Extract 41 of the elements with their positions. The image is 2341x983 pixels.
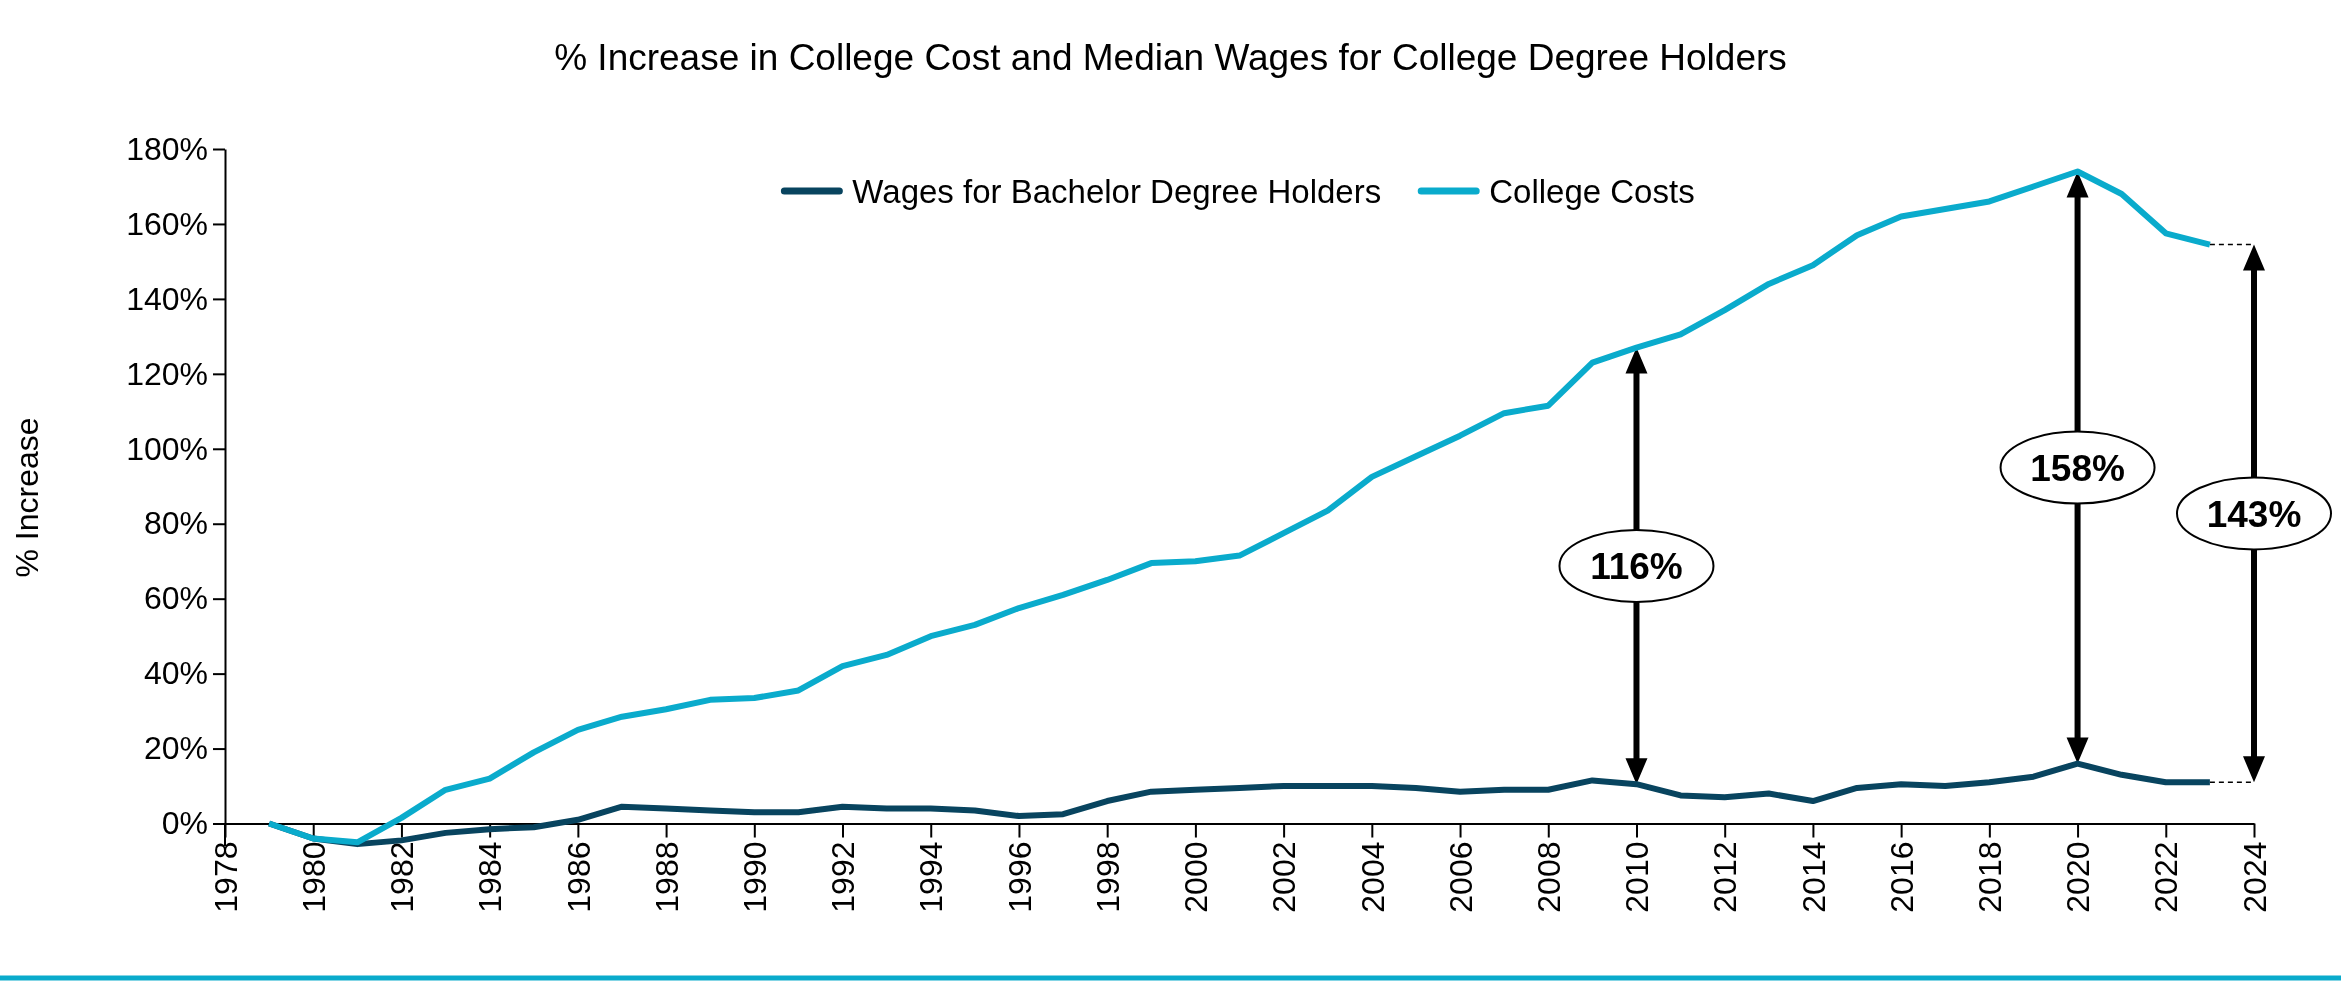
x-tick-label: 1986 (560, 841, 597, 913)
y-tick-label: 40% (143, 655, 208, 692)
x-tick-label: 2014 (1795, 841, 1832, 913)
annotation: 158% (2030, 447, 2125, 489)
y-axis-title: % Increase (9, 417, 45, 578)
y-tick-label: 140% (126, 280, 208, 317)
legend-label: College Costs (1489, 172, 1695, 210)
y-tick-label: 120% (126, 355, 208, 392)
x-tick-label: 2008 (1530, 841, 1567, 913)
x-tick-label: 2004 (1354, 841, 1391, 913)
x-tick-label: 1988 (648, 841, 685, 913)
x-tick-label: 1980 (295, 841, 332, 913)
x-tick-label: 1990 (737, 841, 773, 913)
annotation: 143% (2206, 493, 2302, 535)
x-tick-label: 2012 (1707, 841, 1744, 913)
y-tick-label: 160% (126, 205, 208, 242)
y-tick-label: 80% (143, 505, 208, 542)
x-tick-label: 2000 (1178, 841, 1215, 913)
x-tick-label: 2006 (1442, 841, 1479, 913)
chart-title: % Increase in College Cost and Median Wages for College Degree Holders (554, 37, 1787, 78)
y-tick-label: 180% (126, 130, 208, 167)
y-tick-label: 20% (143, 730, 208, 767)
x-tick-label: 1984 (472, 841, 509, 913)
x-tick-label: 1982 (384, 841, 421, 913)
x-tick-label: 1994 (913, 841, 950, 913)
x-tick-label: 2020 (2060, 841, 2097, 913)
x-tick-label: 2016 (1883, 841, 1920, 913)
x-tick-label: 1978 (207, 841, 244, 913)
x-tick-label: 2022 (2148, 841, 2185, 913)
x-tick-label: 1998 (1089, 841, 1126, 913)
x-tick-label: 1992 (825, 841, 862, 913)
y-tick-label: 60% (143, 580, 208, 617)
legend-label: Wages for Bachelor Degree Holders (852, 172, 1382, 210)
x-tick-label: 2024 (2236, 841, 2273, 913)
x-tick-label: 1996 (1001, 841, 1038, 913)
annotation: 116% (1590, 546, 1683, 588)
y-tick-label: 0% (161, 805, 208, 842)
x-tick-label: 2018 (1972, 841, 2009, 913)
x-tick-label: 2002 (1266, 841, 1303, 913)
x-tick-label: 2010 (1619, 841, 1656, 913)
y-tick-label: 100% (126, 430, 208, 467)
